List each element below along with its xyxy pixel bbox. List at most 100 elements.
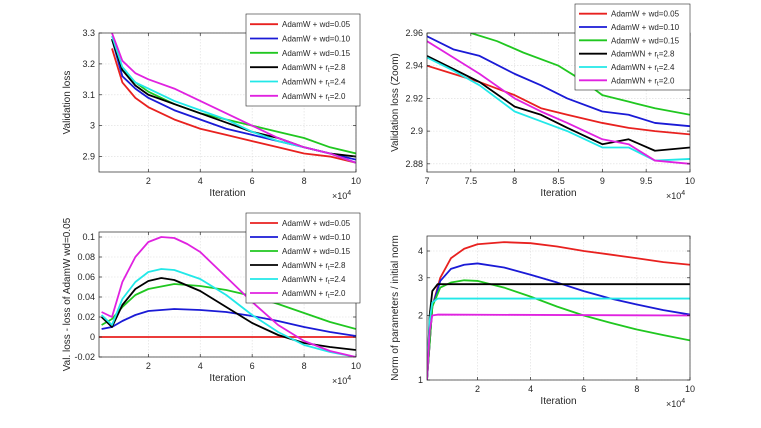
y-tick-label: 0.1 xyxy=(82,232,95,242)
x-axis-label: Iteration xyxy=(540,188,576,199)
legend-subscript: t xyxy=(328,266,330,272)
legend-label-0: AdamW + wd=0.05 xyxy=(611,10,680,19)
y-tick-label: 3.3 xyxy=(82,28,95,38)
legend-suffix: =2.4 xyxy=(659,63,675,72)
legend-label-4: AdamWN + rt=2.4 xyxy=(282,78,346,89)
y-tick-label: 2.92 xyxy=(405,93,423,103)
series-line-4 xyxy=(427,56,690,162)
legend-box xyxy=(245,13,361,107)
legend-label-5: AdamWN + rt=2.0 xyxy=(611,76,675,87)
series-line-4 xyxy=(100,268,356,357)
y-tick-label: 3.2 xyxy=(82,59,95,69)
y-tick-label: 2.9 xyxy=(410,126,423,136)
x-exponent: ×104 xyxy=(332,190,351,201)
legend-subscript: t xyxy=(328,294,330,300)
x-tick-label: 4 xyxy=(528,384,533,394)
x-tick-label: 9.5 xyxy=(640,176,653,186)
legend-suffix: =2.4 xyxy=(330,275,346,284)
series-line-1 xyxy=(427,35,690,128)
y-tick-label: 1 xyxy=(418,375,423,385)
legend-suffix: =2.8 xyxy=(659,50,675,59)
legend-suffix: =2.4 xyxy=(330,78,346,87)
series-line-3 xyxy=(100,277,356,351)
x-axis-label: Iteration xyxy=(540,396,576,407)
x-tick-label: 6 xyxy=(581,384,586,394)
x-exponent: ×104 xyxy=(666,398,685,409)
y-tick-label: 3 xyxy=(418,273,423,283)
series-group xyxy=(427,241,690,380)
x-tick-label: 8 xyxy=(512,176,517,186)
y-tick-label: 0.04 xyxy=(77,292,95,302)
chart-p2: 7 7.5 8 8.5 9 9.5 10 2.88 2.9 2.92 2.94 2.96 ×104 Ite… xyxy=(390,3,695,201)
y-tick-label: 2.9 xyxy=(82,152,95,162)
legend-suffix: =2.0 xyxy=(330,289,346,298)
series-line-5 xyxy=(427,40,690,165)
x-tick-label: 7.5 xyxy=(465,176,478,186)
y-tick-label: 0.02 xyxy=(77,312,95,322)
x-tick-label: 6 xyxy=(250,361,255,371)
legend-label-3: AdamWN + rt=2.8 xyxy=(611,50,675,61)
chart-p1: 2 4 6 8 10 2.9 3 3.1 3.2 3.3 ×104 Iteration Validati… xyxy=(62,13,361,201)
legend-label-2: AdamW + wd=0.15 xyxy=(282,49,351,58)
legend-label-4: AdamWN + rt=2.4 xyxy=(282,275,346,286)
y-tick-label: 2.94 xyxy=(405,61,423,71)
legend-suffix: =2.8 xyxy=(330,261,346,270)
legend-label-5: AdamWN + rt=2.0 xyxy=(282,92,346,103)
legend-label-2: AdamW + wd=0.15 xyxy=(611,36,680,45)
y-axis-label: Norm of parameters / initial norm xyxy=(390,235,401,381)
series-group xyxy=(111,33,356,164)
chart-p3: 2 4 6 8 10 -0.02 0 0.02 0.04 0.06 0.08 0.1 ×104 Itera… xyxy=(62,212,361,386)
series-line-1 xyxy=(427,262,690,380)
x-exponent: ×104 xyxy=(666,190,685,201)
x-tick-label: 2 xyxy=(475,384,480,394)
y-tick-label: 2 xyxy=(418,311,423,321)
legend-label-1: AdamW + wd=0.10 xyxy=(282,35,351,44)
y-axis-label: Val. loss - loss of AdamW wd=0.05 xyxy=(62,217,73,371)
legend-suffix: =2.0 xyxy=(659,76,675,85)
legend-label-0: AdamW + wd=0.05 xyxy=(282,219,351,228)
x-tick-label: 4 xyxy=(198,361,203,371)
legend-label-1: AdamW + wd=0.10 xyxy=(611,23,680,32)
legend-subscript: t xyxy=(328,68,330,74)
y-tick-label: 4 xyxy=(418,246,423,256)
x-tick-label: 8.5 xyxy=(552,176,565,186)
y-axis-label: Validation loss (Zoom) xyxy=(390,53,401,152)
x-tick-label: 10 xyxy=(685,176,695,186)
series-line-0 xyxy=(427,241,690,380)
x-exponent: ×104 xyxy=(332,375,351,386)
x-tick-label: 8 xyxy=(302,176,307,186)
legend-suffix: =2.0 xyxy=(330,92,346,101)
y-tick-label: 3 xyxy=(90,121,95,131)
y-tick-label: 0.08 xyxy=(77,252,95,262)
x-axis-label: Iteration xyxy=(209,188,245,199)
x-tick-label: 10 xyxy=(351,176,361,186)
legend-subscript: t xyxy=(328,83,330,89)
legend-box xyxy=(245,212,361,304)
series-group xyxy=(99,236,356,357)
y-tick-label: 2.88 xyxy=(405,159,423,169)
legend-suffix: =2.8 xyxy=(330,63,346,72)
legend-label-3: AdamWN + rt=2.8 xyxy=(282,261,346,272)
x-exponent-power: 4 xyxy=(347,375,351,382)
x-tick-label: 2 xyxy=(146,176,151,186)
legend-subscript: t xyxy=(657,68,659,74)
series-line-5 xyxy=(111,33,356,164)
legend-subscript: t xyxy=(657,81,659,87)
x-tick-label: 6 xyxy=(250,176,255,186)
legend-label-3: AdamWN + rt=2.8 xyxy=(282,63,346,74)
legend: AdamW + wd=0.05 AdamW + wd=0.10 AdamW + wd… xyxy=(245,13,361,107)
x-tick-label: 4 xyxy=(198,176,203,186)
x-tick-label: 7 xyxy=(424,176,429,186)
legend-label-0: AdamW + wd=0.05 xyxy=(282,20,351,29)
legend-subscript: t xyxy=(657,55,659,61)
x-exponent-power: 4 xyxy=(681,190,685,197)
legend-label-2: AdamW + wd=0.15 xyxy=(282,247,351,256)
legend-subscript: t xyxy=(328,280,330,286)
x-tick-label: 10 xyxy=(351,361,361,371)
series-line-0 xyxy=(111,48,356,164)
y-tick-label: 2.96 xyxy=(405,28,423,38)
x-tick-label: 8 xyxy=(634,384,639,394)
legend-label-1: AdamW + wd=0.10 xyxy=(282,233,351,242)
